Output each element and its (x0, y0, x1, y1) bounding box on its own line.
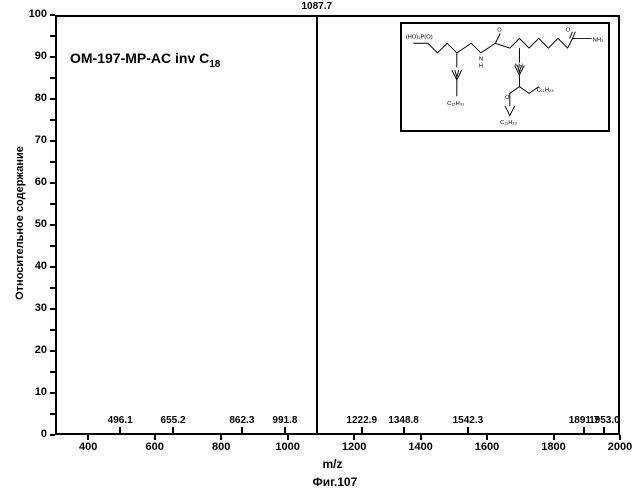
y-tick (50, 14, 55, 16)
peak-label: 862.3 (222, 415, 262, 426)
spectrum-peak (361, 427, 363, 435)
y-tick-label: 90 (25, 50, 47, 62)
y-tick (50, 224, 55, 226)
struct-label: C₁₅H₃₁ (447, 101, 464, 107)
y-tick (50, 182, 55, 184)
spectrum-peak (172, 427, 174, 435)
x-tick-label: 1800 (534, 441, 574, 453)
x-tick-label: 1400 (401, 441, 441, 453)
struct-label: O (505, 95, 510, 101)
figure-caption: Фиг.107 (313, 475, 358, 489)
struct-label: N (479, 57, 483, 63)
peak-label: 496.1 (100, 415, 140, 426)
y-tick-label: 100 (25, 8, 47, 20)
x-tick-label: 1000 (268, 441, 308, 453)
x-tick (220, 435, 222, 440)
x-tick (287, 435, 289, 440)
x-tick-label: 600 (135, 441, 175, 453)
y-tick-label: 0 (25, 428, 47, 440)
peak-label: 1348.8 (384, 415, 424, 426)
y-tick-label: 20 (25, 344, 47, 356)
chemical-structure-box: (HO)₂P(O) O N H NH O C₁₅H₃₁ NH₂ O C₁₁H₂₃… (400, 22, 610, 132)
y-tick-label: 70 (25, 134, 47, 146)
y-tick-label: 10 (25, 386, 47, 398)
peak-label: 1222.9 (342, 415, 382, 426)
spectrum-peak (241, 427, 243, 435)
struct-label: (HO)₂P(O) (406, 34, 433, 40)
y-tick (50, 140, 55, 142)
peak-label: 1542.3 (448, 415, 488, 426)
mass-spectrum-chart: Относительное содержание m/z Фиг.107 OM-… (0, 0, 640, 500)
y-tick (50, 245, 55, 247)
y-tick (50, 56, 55, 58)
x-tick (553, 435, 555, 440)
x-tick (87, 435, 89, 440)
x-tick (154, 435, 156, 440)
peak-label: 1087.7 (297, 1, 337, 12)
y-tick (50, 392, 55, 394)
y-tick (50, 434, 55, 436)
spectrum-peak (316, 15, 318, 435)
compound-text: OM-197-MP-AC inv C (70, 50, 209, 66)
spectrum-peak (119, 427, 121, 435)
y-tick (50, 350, 55, 352)
x-tick (486, 435, 488, 440)
chemical-structure: (HO)₂P(O) O N H NH O C₁₅H₃₁ NH₂ O C₁₁H₂₃… (402, 24, 608, 130)
y-tick (50, 371, 55, 373)
y-tick (50, 35, 55, 37)
x-tick-label: 800 (201, 441, 241, 453)
x-tick (420, 435, 422, 440)
peak-label: 1953.0 (584, 415, 624, 426)
struct-label: H (479, 63, 483, 69)
y-tick (50, 266, 55, 268)
y-tick-label: 30 (25, 302, 47, 314)
struct-label: O (566, 28, 571, 34)
x-tick-label: 1600 (467, 441, 507, 453)
y-tick-label: 60 (25, 176, 47, 188)
compound-label: OM-197-MP-AC inv C18 (70, 50, 220, 70)
spectrum-peak (284, 427, 286, 435)
struct-label: NH (515, 63, 523, 69)
spectrum-peak (403, 427, 405, 435)
x-axis-label: m/z (323, 457, 343, 471)
y-tick (50, 308, 55, 310)
struct-label: NH₂ (593, 37, 604, 43)
y-tick-label: 50 (25, 218, 47, 230)
y-tick (50, 98, 55, 100)
y-tick (50, 413, 55, 415)
y-tick (50, 287, 55, 289)
peak-label: 991.8 (265, 415, 305, 426)
x-tick-label: 1200 (334, 441, 374, 453)
spectrum-peak (603, 427, 605, 435)
y-tick-label: 40 (25, 260, 47, 272)
compound-subscript: 18 (209, 59, 220, 70)
y-tick (50, 77, 55, 79)
x-tick-label: 2000 (600, 441, 640, 453)
y-tick (50, 119, 55, 121)
y-tick (50, 203, 55, 205)
y-tick-label: 80 (25, 92, 47, 104)
peak-label: 655.2 (153, 415, 193, 426)
spectrum-peak (467, 427, 469, 435)
spectrum-peak (583, 427, 585, 435)
y-tick (50, 161, 55, 163)
x-tick-label: 400 (68, 441, 108, 453)
struct-label: C₁₁H₂₃ (500, 120, 517, 126)
struct-label: O (497, 28, 502, 34)
y-tick (50, 329, 55, 331)
x-tick (353, 435, 355, 440)
x-tick (619, 435, 621, 440)
struct-label: C₁₁H₂₃ (537, 87, 554, 93)
